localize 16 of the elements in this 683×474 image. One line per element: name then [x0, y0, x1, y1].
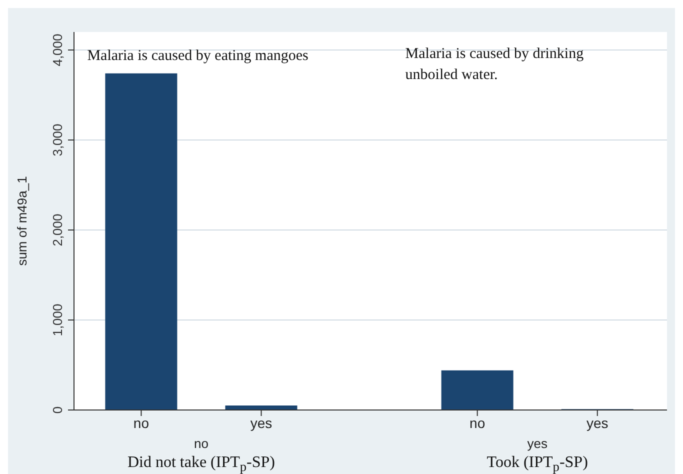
text: Did not take (IPT$_{p}$-SP): [126, 454, 276, 474]
x-tick-label: no: [470, 414, 486, 431]
text: yes: [526, 436, 548, 451]
text: Took (IPT$_{p}$-SP): [486, 454, 589, 474]
y-tick-label: 2,000: [50, 214, 65, 246]
x-tick-label: yes: [586, 414, 608, 431]
y-axis-title: sum of m49a_1: [14, 176, 30, 266]
y-tick-label: 0: [50, 406, 65, 414]
x-tick-label: yes: [250, 414, 272, 431]
y-tick-label: 4,000: [50, 34, 65, 66]
y-tick-label: 3,000: [50, 124, 65, 156]
annotation: Malaria is caused by eating mangoes: [87, 48, 308, 65]
text: no: [193, 436, 210, 451]
x-tick-label: no: [133, 414, 150, 431]
annotation: Malaria is caused by drinking unboiled water.: [405, 45, 585, 85]
y-tick-label: 1,000: [50, 304, 65, 336]
